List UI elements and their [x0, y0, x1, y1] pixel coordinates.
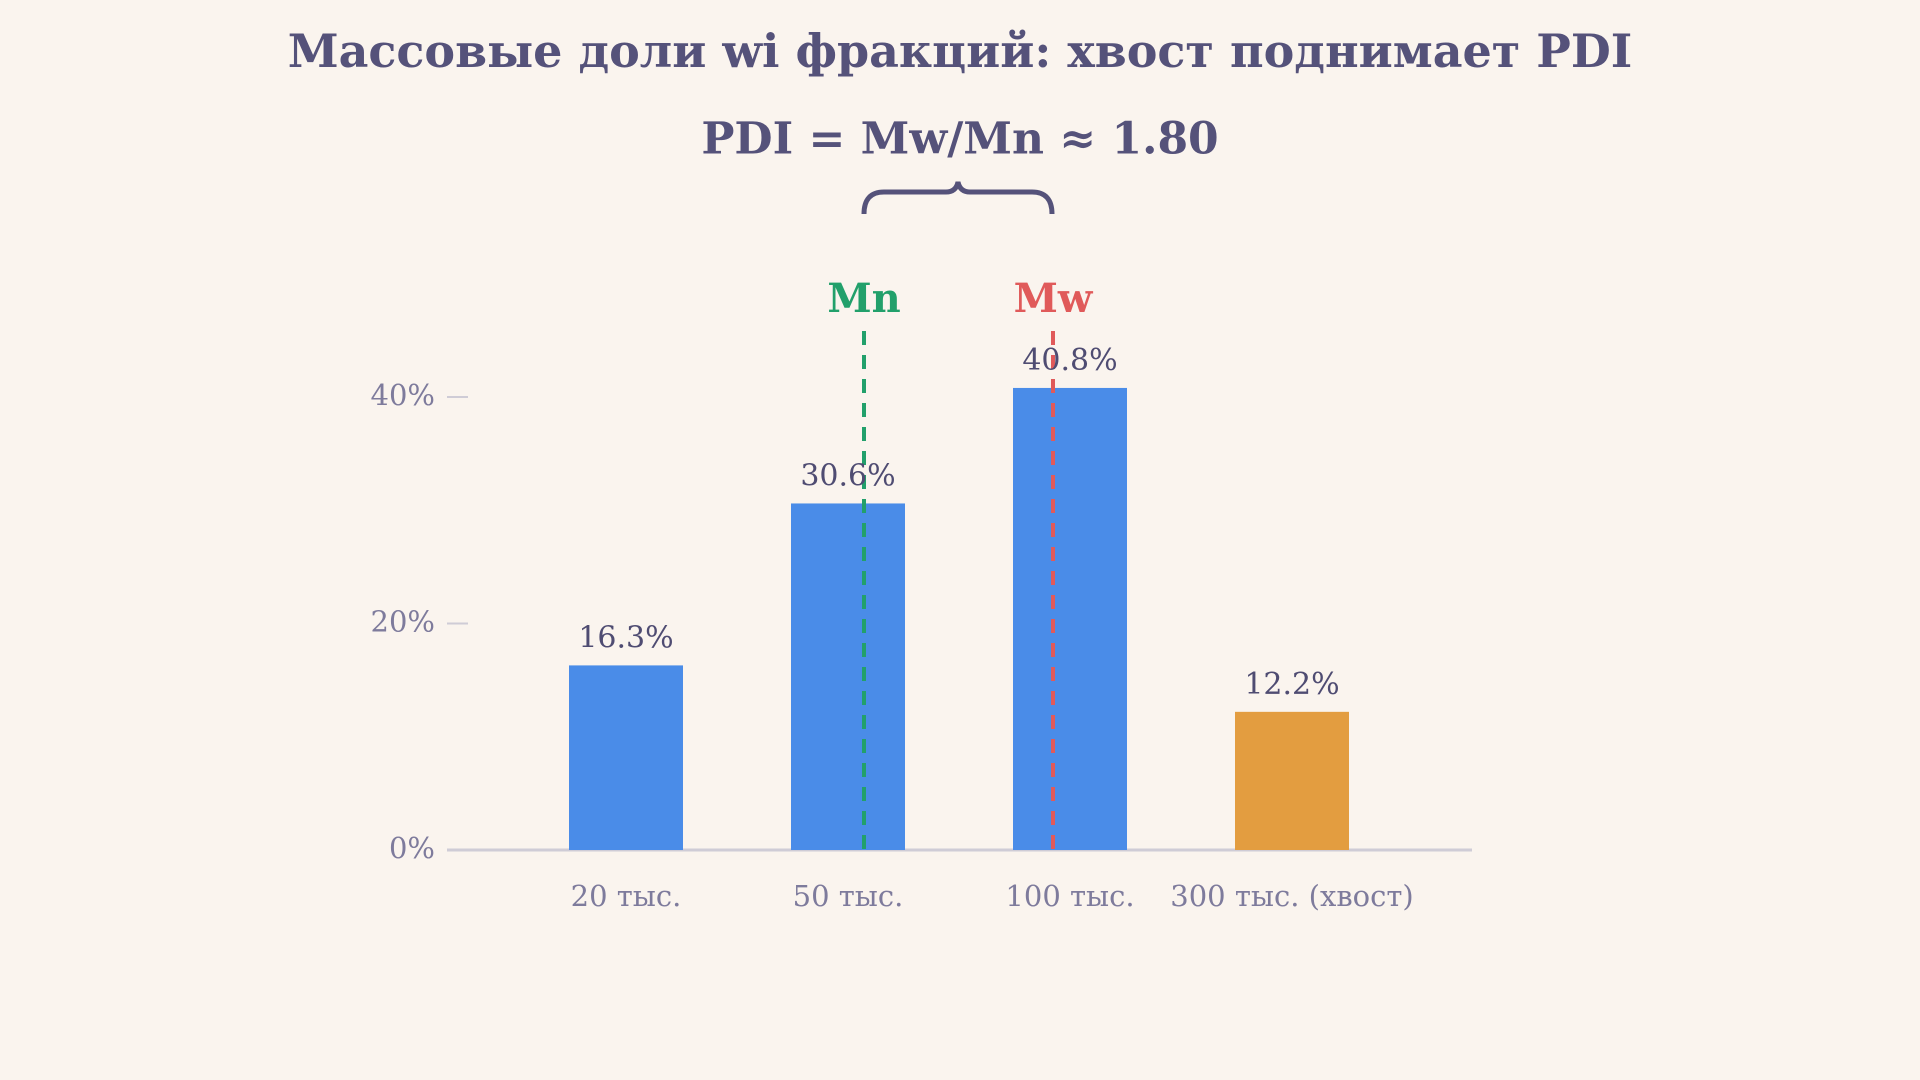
bar	[791, 503, 905, 850]
x-tick-label: 20 тыс.	[571, 879, 682, 913]
bar	[569, 665, 683, 850]
x-tick-label: 100 тыс.	[1005, 879, 1134, 913]
y-tick-label: 20%	[371, 605, 435, 639]
mn-label: Mn	[827, 275, 900, 322]
value-label: 16.3%	[578, 620, 673, 655]
bar	[1013, 387, 1127, 850]
x-tick-label: 50 тыс.	[793, 879, 904, 913]
bar	[1235, 711, 1349, 850]
value-label: 40.8%	[1022, 343, 1117, 378]
y-tick-label: 0%	[389, 831, 435, 865]
x-tick-label: 300 тыс. (хвост)	[1170, 879, 1413, 913]
value-label: 12.2%	[1244, 667, 1339, 702]
mw-label: Mw	[1014, 275, 1094, 322]
y-tick-label: 40%	[371, 378, 435, 412]
brace	[861, 181, 1055, 215]
chart-title: Массовые доли wi фракций: хвост поднимае…	[288, 24, 1633, 78]
value-label: 30.6%	[800, 458, 895, 493]
bars	[569, 387, 1349, 850]
chart-subtitle: PDI = Mw/Mn ≈ 1.80	[701, 114, 1218, 165]
